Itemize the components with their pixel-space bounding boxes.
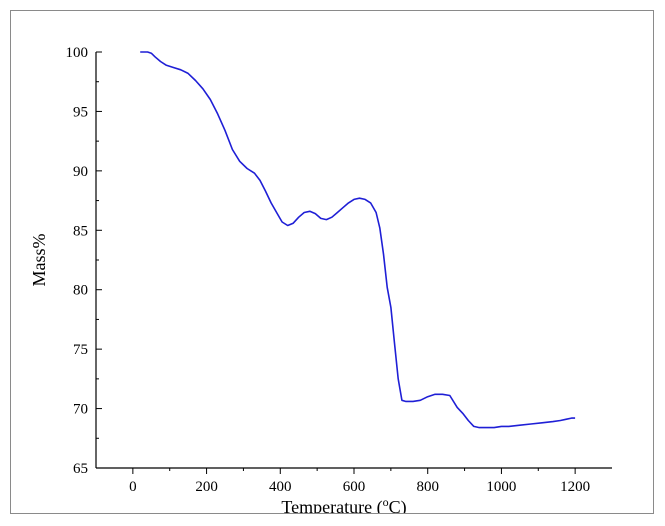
x-tick-label: 0 bbox=[129, 479, 137, 495]
x-tick-label: 1200 bbox=[560, 479, 590, 495]
x-tick-label: 1000 bbox=[486, 479, 516, 495]
x-axis-title: Temperature (oC) bbox=[281, 495, 406, 513]
y-tick-label: 80 bbox=[73, 283, 88, 299]
x-tick-label: 800 bbox=[416, 479, 439, 495]
x-tick-label: 200 bbox=[195, 479, 218, 495]
x-axis-title-tail: C) bbox=[389, 497, 407, 513]
y-axis-title: Mass% bbox=[29, 233, 49, 286]
x-tick-label: 400 bbox=[269, 479, 292, 495]
x-tick-label: 600 bbox=[343, 479, 366, 495]
x-axis-title-sup: o bbox=[383, 495, 389, 509]
y-tick-label: 85 bbox=[73, 223, 88, 239]
y-tick-label: 70 bbox=[73, 402, 88, 418]
y-tick-label: 95 bbox=[73, 104, 88, 120]
y-tick-label: 75 bbox=[73, 342, 88, 358]
chart-frame: 65 70 75 80 85 90 95 100 0 200 400 600 800 1000 1200 M… bbox=[10, 10, 654, 514]
y-tick-label: 100 bbox=[66, 45, 89, 61]
y-tick-label: 90 bbox=[73, 164, 88, 180]
y-tick-label: 65 bbox=[73, 461, 88, 477]
x-axis-title-main: Temperature ( bbox=[281, 497, 382, 513]
series-line-mass bbox=[140, 51, 576, 429]
